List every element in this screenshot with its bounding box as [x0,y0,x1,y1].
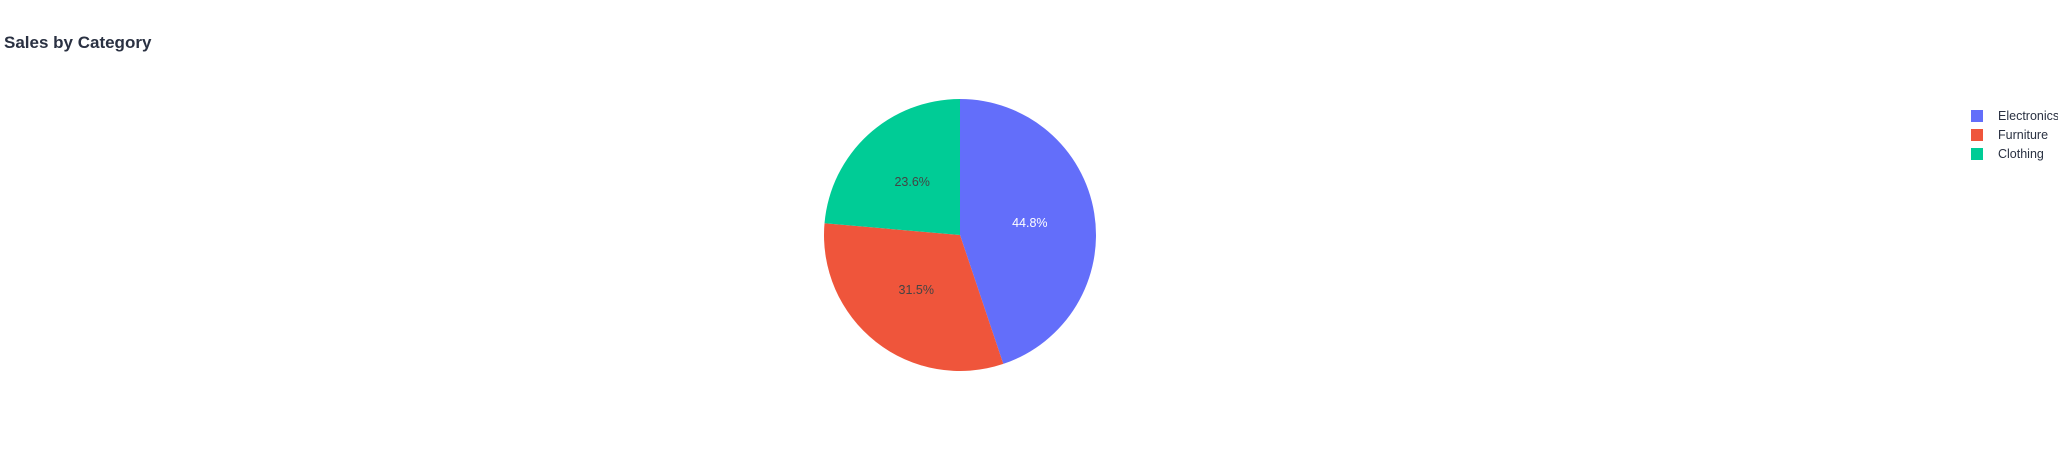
pie-label-furniture: 31.5% [899,283,934,297]
legend-swatch-furniture [1971,128,1983,141]
pie-slice-electronics[interactable] [960,99,1096,364]
legend-item-clothing[interactable]: Clothing [1971,144,2058,163]
legend: Electronics Furniture Clothing [1971,106,2058,163]
legend-swatch-electronics [1971,109,1983,122]
legend-swatch-clothing [1971,147,1983,160]
legend-item-furniture[interactable]: Furniture [1971,125,2058,144]
legend-label-electronics: Electronics [1998,108,2058,123]
legend-label-furniture: Furniture [1998,127,2049,142]
legend-item-electronics[interactable]: Electronics [1971,106,2058,125]
pie-slice-furniture[interactable] [824,223,1004,372]
pie-slice-clothing[interactable] [824,99,960,235]
legend-label-clothing: Clothing [1998,146,2044,161]
chart-title: Sales by Category [4,33,152,52]
pie-label-clothing: 23.6% [894,175,929,189]
pie-label-electronics: 44.8% [1012,216,1047,230]
